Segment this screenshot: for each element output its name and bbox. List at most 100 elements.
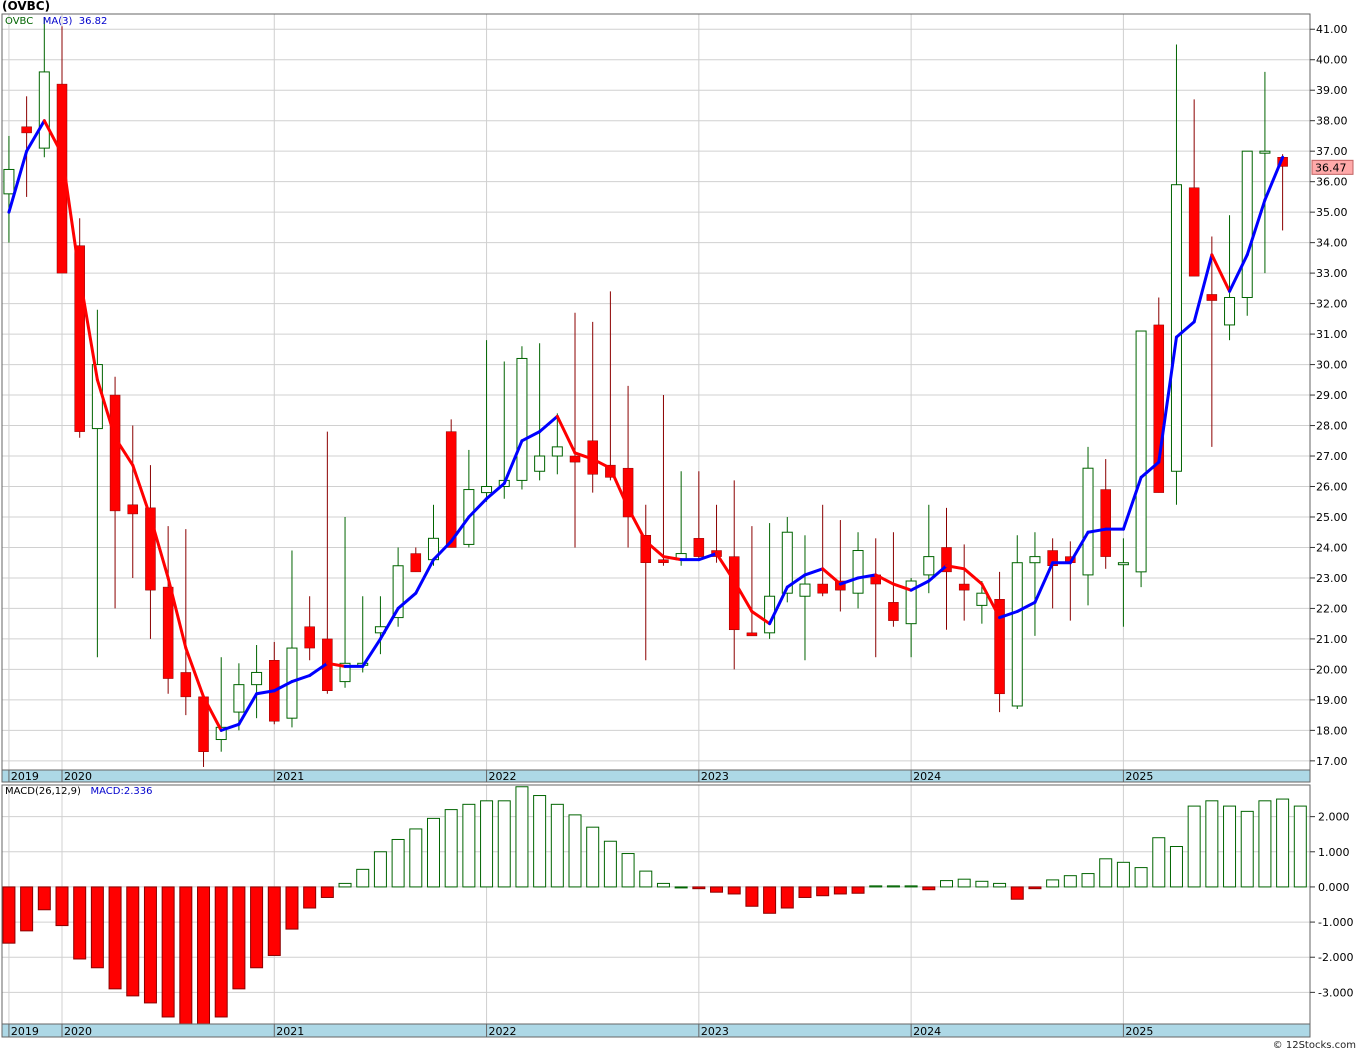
candle bbox=[817, 504, 828, 597]
macd-bar bbox=[356, 868, 370, 888]
candle bbox=[852, 532, 864, 609]
price-tick-label: 27.00 bbox=[1316, 450, 1348, 463]
price-tick-label: 28.00 bbox=[1316, 420, 1348, 433]
candle bbox=[516, 346, 528, 490]
macd-bar bbox=[586, 826, 600, 888]
price-tick-label: 39.00 bbox=[1316, 84, 1348, 97]
ma-segment bbox=[78, 274, 99, 382]
candle bbox=[269, 641, 280, 725]
candle-body-up bbox=[392, 565, 404, 619]
candle bbox=[74, 218, 85, 438]
candle bbox=[835, 520, 846, 612]
ma-segment bbox=[573, 451, 595, 461]
macd-bar bbox=[851, 886, 865, 894]
price-tick-label: 29.00 bbox=[1316, 389, 1348, 402]
candle-body-up bbox=[1082, 467, 1094, 576]
candle-body-up bbox=[1259, 150, 1271, 154]
candle bbox=[799, 535, 811, 661]
candle-body-down bbox=[622, 467, 634, 518]
price-tick-label: 20.00 bbox=[1316, 663, 1348, 676]
macd-bar bbox=[763, 886, 777, 914]
candle-body-up bbox=[923, 556, 935, 576]
candle bbox=[1135, 330, 1147, 588]
year-label: 2021 bbox=[276, 770, 304, 783]
ma-segment bbox=[361, 637, 382, 668]
candle-body-down bbox=[569, 455, 581, 463]
candle-body-up bbox=[1117, 562, 1129, 566]
candle-body-down bbox=[835, 580, 846, 591]
macd-bar bbox=[550, 803, 564, 888]
candle bbox=[463, 449, 475, 548]
price-tick-label: 18.00 bbox=[1316, 724, 1348, 737]
price-tick-label: 35.00 bbox=[1316, 206, 1348, 219]
ma-segment bbox=[874, 573, 895, 586]
macd-bar bbox=[904, 885, 918, 888]
macd-bar bbox=[710, 886, 724, 893]
ma-segment bbox=[272, 680, 294, 693]
candle bbox=[1206, 236, 1218, 447]
chart-title: (OVBC) bbox=[2, 0, 51, 13]
macd-bar bbox=[656, 882, 670, 888]
macd-bar bbox=[833, 886, 847, 895]
ma-segment bbox=[644, 539, 665, 559]
ma-segment bbox=[237, 692, 259, 726]
price-tick-label: 21.00 bbox=[1316, 633, 1348, 646]
price-tick-label: 30.00 bbox=[1316, 359, 1348, 372]
ma-segment bbox=[290, 674, 312, 684]
ma-segment bbox=[396, 591, 418, 610]
macd-legend-label: MACD(26,12,9) bbox=[5, 786, 81, 797]
macd-bar bbox=[886, 885, 900, 888]
price-panel-frame bbox=[1, 13, 1311, 771]
macd-bar bbox=[373, 851, 387, 888]
macd-bar bbox=[480, 800, 494, 888]
price-tick-label: 41.00 bbox=[1316, 23, 1348, 36]
year-label: 2020 bbox=[64, 1025, 92, 1038]
candle bbox=[976, 581, 988, 624]
candle-body-down bbox=[693, 538, 705, 557]
macd-bar bbox=[568, 814, 582, 888]
macd-bar bbox=[727, 886, 741, 895]
ma-segment bbox=[750, 609, 772, 626]
candle bbox=[392, 547, 404, 627]
macd-bar bbox=[621, 853, 635, 888]
candle bbox=[675, 471, 687, 566]
candle-body-up bbox=[905, 580, 917, 625]
candle-body-down bbox=[640, 535, 652, 563]
price-axis-labels: 17.00 18.00 19.00 20.00 21.00 22.00 23.00 24.00… bbox=[1310, 23, 1348, 768]
ma-segment bbox=[927, 564, 948, 583]
macd-axis-labels: -3.000 -2.000 -1.000 0.000 1.000 2.000 bbox=[1310, 811, 1353, 999]
candle bbox=[1188, 99, 1200, 277]
year-label: 2023 bbox=[701, 1025, 729, 1038]
candle-body-down bbox=[162, 586, 174, 679]
candle bbox=[38, 17, 50, 158]
candle-body-down bbox=[658, 559, 669, 563]
ma-segment bbox=[856, 573, 878, 580]
candle bbox=[534, 343, 546, 481]
candle bbox=[551, 413, 563, 475]
ma-segment bbox=[378, 606, 400, 641]
ma-segment bbox=[1139, 460, 1161, 479]
ma-segment bbox=[768, 585, 789, 626]
year-label: 2022 bbox=[489, 770, 517, 783]
macd-histogram bbox=[2, 786, 1307, 1027]
candle bbox=[569, 312, 581, 548]
year-label: 2025 bbox=[1125, 1025, 1153, 1038]
macd-bar bbox=[1063, 875, 1077, 888]
macd-bar bbox=[320, 886, 334, 898]
macd-bar bbox=[391, 838, 405, 888]
ma-segment bbox=[821, 567, 842, 586]
candle-body-down bbox=[728, 556, 740, 631]
legend-ma-value: 36.82 bbox=[78, 16, 108, 27]
macd-bar bbox=[798, 886, 812, 898]
price-tick-label: 17.00 bbox=[1316, 755, 1348, 768]
candle bbox=[1029, 532, 1041, 636]
macd-bar bbox=[143, 886, 157, 1004]
candle bbox=[410, 547, 422, 573]
candle bbox=[587, 321, 598, 493]
year-label: 2022 bbox=[489, 1025, 517, 1038]
candle-body-down bbox=[127, 504, 139, 515]
macd-bar bbox=[462, 803, 476, 888]
candlestick-series bbox=[3, 17, 1288, 767]
panel-frames bbox=[1, 13, 1311, 1025]
ma-segment bbox=[308, 661, 329, 677]
